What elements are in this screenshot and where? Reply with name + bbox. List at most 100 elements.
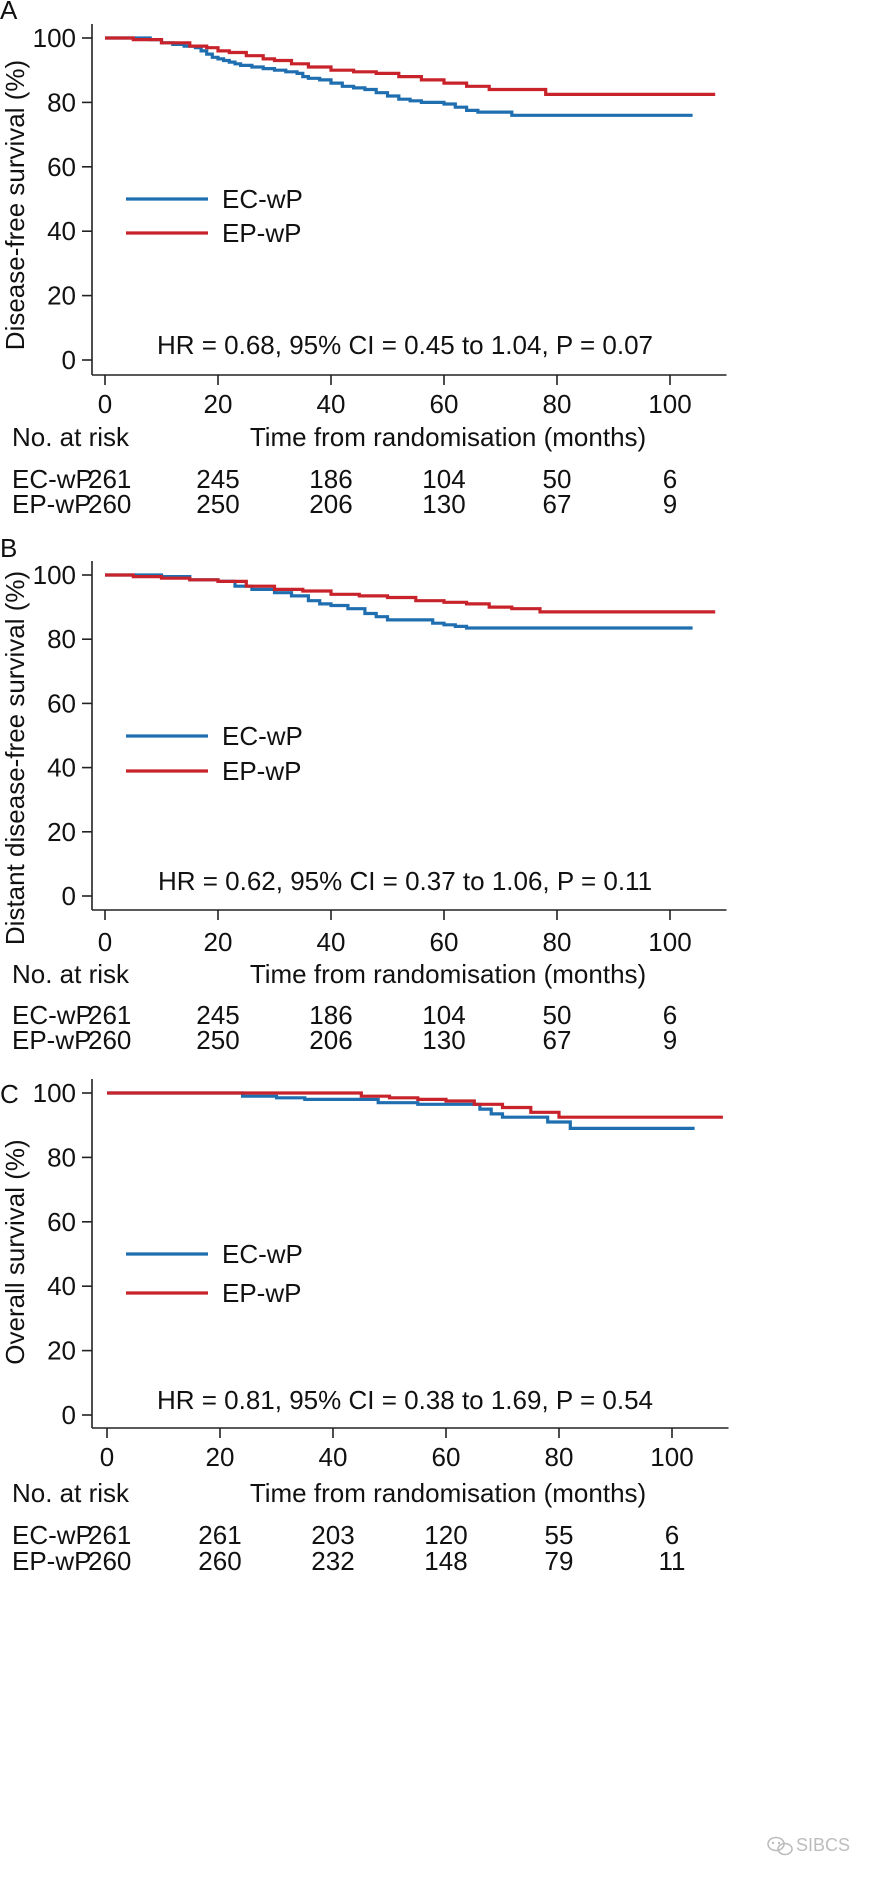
x-tick-label: 60	[430, 927, 459, 957]
risk-value: 6	[663, 464, 677, 494]
risk-value: 9	[663, 489, 677, 519]
y-tick-label: 0	[62, 881, 76, 911]
risk-value: 67	[543, 489, 572, 519]
curve-ec-wp	[107, 1091, 695, 1130]
risk-value: 260	[88, 489, 131, 519]
risk-value: 120	[424, 1520, 467, 1550]
x-tick-label: 0	[100, 1442, 114, 1472]
y-tick-label: 100	[33, 23, 76, 53]
hr-annotation: HR = 0.68, 95% CI = 0.45 to 1.04, P = 0.…	[157, 330, 653, 360]
risk-value: 261	[88, 464, 131, 494]
risk-value: 130	[422, 1025, 465, 1055]
y-tick-label: 60	[47, 1207, 76, 1237]
x-axis-title: Time from randomisation (months)	[250, 1478, 646, 1508]
y-axis-title: Disease-free survival (%)	[0, 60, 30, 350]
panel-letter: A	[0, 0, 18, 25]
x-tick-label: 0	[98, 927, 112, 957]
y-tick-label: 20	[47, 1336, 76, 1366]
risk-row-label: EC-wP	[12, 464, 93, 494]
x-tick-label: 100	[648, 389, 691, 419]
y-tick-label: 80	[47, 624, 76, 654]
legend-label-ep-wp: EP-wP	[222, 1278, 301, 1308]
risk-value: 130	[422, 489, 465, 519]
x-tick-label: 80	[545, 1442, 574, 1472]
legend-label-ep-wp: EP-wP	[222, 756, 301, 786]
risk-row-label: EC-wP	[12, 1520, 93, 1550]
x-tick-label: 20	[204, 389, 233, 419]
curve-ec-wp	[105, 573, 693, 630]
legend-label-ec-wp: EC-wP	[222, 721, 303, 751]
risk-value: 104	[422, 464, 465, 494]
risk-value: 6	[665, 1520, 679, 1550]
risk-value: 50	[543, 1000, 572, 1030]
y-tick-label: 60	[47, 688, 76, 718]
risk-value: 104	[422, 1000, 465, 1030]
risk-value: 232	[311, 1546, 354, 1576]
y-tick-label: 0	[62, 1400, 76, 1430]
y-tick-label: 80	[47, 1142, 76, 1172]
risk-value: 250	[196, 489, 239, 519]
wechat-icon	[767, 1836, 793, 1856]
y-tick-label: 80	[47, 87, 76, 117]
risk-table-header: No. at risk	[12, 959, 130, 989]
risk-value: 203	[311, 1520, 354, 1550]
risk-value: 6	[663, 1000, 677, 1030]
x-tick-label: 80	[543, 389, 572, 419]
curve-ec-wp	[105, 36, 693, 117]
y-tick-label: 20	[47, 281, 76, 311]
watermark-text: SIBCS	[796, 1835, 850, 1855]
risk-table-header: No. at risk	[12, 1478, 130, 1508]
risk-value: 260	[198, 1546, 241, 1576]
risk-value: 261	[88, 1520, 131, 1550]
hr-annotation: HR = 0.62, 95% CI = 0.37 to 1.06, P = 0.…	[158, 866, 652, 896]
x-tick-label: 80	[543, 927, 572, 957]
x-tick-label: 40	[319, 1442, 348, 1472]
risk-value: 11	[659, 1546, 686, 1576]
panel-c: C 0 20 40 60 80 100 0 20 40 60 80 100 Overall surviva…	[0, 1078, 729, 1576]
x-tick-label: 100	[650, 1442, 693, 1472]
y-tick-label: 20	[47, 817, 76, 847]
risk-value: 250	[196, 1025, 239, 1055]
x-tick-label: 40	[317, 927, 346, 957]
x-axis-title: Time from randomisation (months)	[250, 959, 646, 989]
hr-annotation: HR = 0.81, 95% CI = 0.38 to 1.69, P = 0.…	[157, 1385, 653, 1415]
watermark: SIBCS	[767, 1835, 850, 1856]
y-tick-label: 100	[33, 560, 76, 590]
x-tick-label: 100	[648, 927, 691, 957]
risk-row-label: EP-wP	[12, 489, 91, 519]
curve-ep-wp	[107, 1091, 723, 1119]
risk-value: 206	[309, 489, 352, 519]
y-axis-title: Overall survival (%)	[0, 1139, 30, 1364]
y-tick-label: 40	[47, 753, 76, 783]
risk-value: 245	[196, 1000, 239, 1030]
risk-value: 148	[424, 1546, 467, 1576]
risk-row-label: EP-wP	[12, 1025, 91, 1055]
risk-value: 186	[309, 464, 352, 494]
risk-value: 9	[663, 1025, 677, 1055]
y-tick-label: 60	[47, 152, 76, 182]
risk-value: 260	[88, 1025, 131, 1055]
panel-letter: B	[0, 533, 17, 563]
x-tick-label: 0	[98, 389, 112, 419]
panel-letter: C	[0, 1079, 19, 1109]
legend-label-ec-wp: EC-wP	[222, 1239, 303, 1269]
risk-value: 50	[543, 464, 572, 494]
risk-value: 79	[545, 1546, 574, 1576]
risk-value: 206	[309, 1025, 352, 1055]
y-tick-label: 100	[33, 1078, 76, 1108]
risk-value: 261	[88, 1000, 131, 1030]
y-axis-title: Distant disease-free survival (%)	[0, 571, 30, 945]
legend-label-ep-wp: EP-wP	[222, 218, 301, 248]
x-tick-label: 20	[206, 1442, 235, 1472]
x-tick-label: 60	[432, 1442, 461, 1472]
risk-row-label: EP-wP	[12, 1546, 91, 1576]
x-tick-label: 20	[204, 927, 233, 957]
y-tick-label: 0	[62, 345, 76, 375]
y-tick-label: 40	[47, 1271, 76, 1301]
curve-ep-wp	[105, 36, 716, 96]
risk-table-header: No. at risk	[12, 422, 130, 452]
risk-value: 261	[198, 1520, 241, 1550]
